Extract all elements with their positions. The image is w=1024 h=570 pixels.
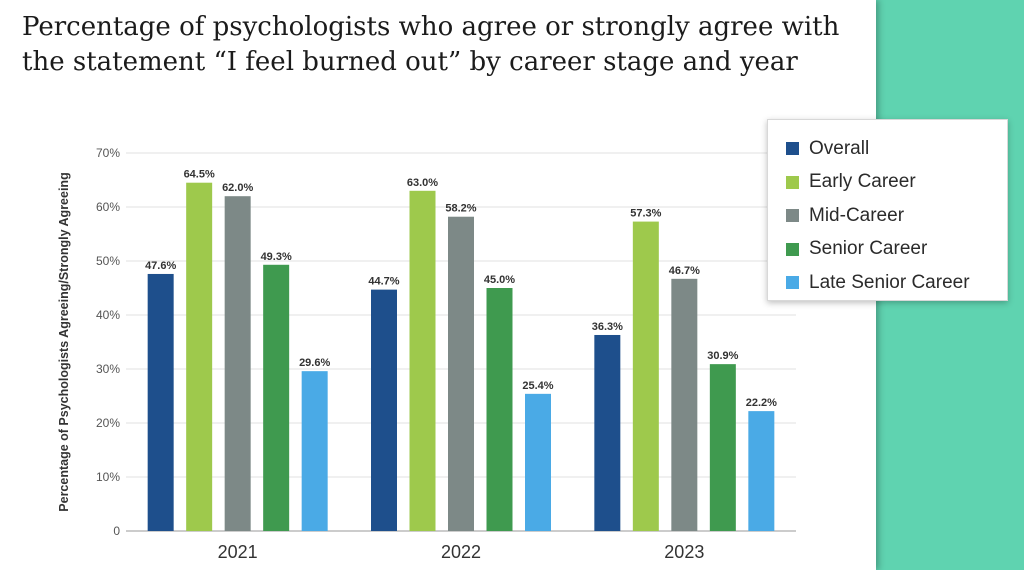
y-tick-label: 60% [96, 200, 120, 214]
bar [301, 371, 328, 531]
data-label: 57.3% [630, 208, 661, 220]
legend-swatch [786, 142, 799, 156]
legend-swatch [786, 242, 799, 256]
legend-item: Senior Career [786, 233, 1007, 267]
x-tick-label: 2022 [441, 542, 481, 562]
data-label: 63.0% [407, 177, 438, 189]
y-tick-label: 40% [96, 308, 120, 322]
bar [448, 216, 474, 531]
bar [224, 196, 251, 531]
data-label: 47.6% [145, 260, 176, 272]
y-axis-label: Percentage of Psychologists Agreeing/Str… [57, 172, 71, 511]
bar [147, 273, 174, 531]
legend-label: Mid-Career [809, 204, 905, 226]
data-label: 46.7% [669, 265, 700, 277]
y-tick-label: 0 [113, 524, 120, 538]
bar [409, 190, 436, 532]
bar [748, 411, 775, 531]
x-tick-label: 2023 [664, 542, 704, 562]
legend-swatch [786, 209, 799, 223]
y-tick-label: 20% [96, 416, 120, 430]
y-tick-label: 70% [96, 146, 120, 160]
data-label: 22.2% [746, 397, 777, 409]
bar [594, 334, 621, 531]
bar [486, 288, 513, 531]
legend-label: Early Career [809, 171, 916, 193]
legend-item: Early Career [786, 166, 1007, 200]
legend-item: Mid-Career [786, 199, 1007, 233]
bar [371, 289, 397, 531]
legend-item: Overall [786, 132, 1007, 166]
y-tick-label: 10% [96, 470, 120, 484]
data-label: 64.5% [184, 169, 215, 181]
bar [186, 182, 213, 531]
legend-label: Overall [809, 137, 870, 159]
data-label: 30.9% [707, 350, 738, 362]
data-label: 25.4% [522, 380, 553, 392]
chart-legend: Overall Early Career Mid-Career Senior Care… [767, 119, 1008, 301]
data-label: 45.0% [484, 274, 515, 286]
bar [709, 364, 736, 531]
bar [671, 278, 698, 531]
y-tick-label: 30% [96, 362, 120, 376]
data-label: 62.0% [222, 182, 253, 194]
bar [263, 264, 290, 531]
bar [632, 221, 659, 531]
legend-item: Late Senior Career [786, 266, 1007, 300]
legend-swatch [786, 276, 799, 290]
legend-label: Late Senior Career [809, 271, 970, 293]
data-label: 49.3% [261, 251, 292, 263]
legend-label: Senior Career [809, 238, 928, 260]
data-label: 36.3% [592, 321, 623, 333]
bar-chart: 0 10% 20% 30% 40% 50% 60% 70% Percentage of Psyc… [57, 146, 796, 562]
data-label: 29.6% [299, 357, 330, 369]
x-tick-label: 2021 [218, 542, 258, 562]
y-tick-label: 50% [96, 254, 120, 268]
data-label: 58.2% [445, 203, 476, 215]
bar [525, 393, 551, 531]
chart-title: Percentage of psychologists who agree or… [22, 12, 840, 77]
legend-swatch [786, 175, 799, 189]
data-label: 44.7% [368, 276, 399, 288]
